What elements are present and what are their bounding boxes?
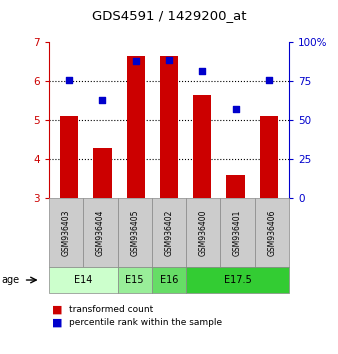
Bar (126, 56, 145, 198)
Text: E14: E14 (74, 275, 93, 285)
Text: E17.5: E17.5 (224, 275, 251, 285)
Text: GSM936404: GSM936404 (96, 210, 105, 256)
Text: GSM936406: GSM936406 (267, 210, 276, 256)
Bar (93, 148, 112, 198)
Bar (226, 175, 245, 198)
Text: GDS4591 / 1429200_at: GDS4591 / 1429200_at (92, 9, 246, 22)
Point (166, 57, 172, 62)
Text: GSM936402: GSM936402 (165, 210, 173, 256)
Bar (60, 116, 78, 198)
Text: GSM936400: GSM936400 (199, 210, 208, 256)
Point (200, 68, 205, 73)
Bar (193, 95, 212, 198)
Point (66, 77, 72, 83)
Text: percentile rank within the sample: percentile rank within the sample (69, 318, 222, 327)
Bar (260, 116, 278, 198)
Point (233, 107, 238, 112)
Text: E16: E16 (160, 275, 178, 285)
Point (266, 77, 272, 83)
Text: ■: ■ (52, 305, 63, 315)
Text: age: age (2, 275, 20, 285)
Text: GSM936401: GSM936401 (233, 210, 242, 256)
Text: GSM936403: GSM936403 (62, 210, 71, 256)
Text: transformed count: transformed count (69, 305, 153, 314)
Text: ■: ■ (52, 318, 63, 328)
Text: GSM936405: GSM936405 (130, 210, 139, 256)
Point (133, 58, 138, 64)
Text: E15: E15 (125, 275, 144, 285)
Point (100, 97, 105, 103)
Bar (160, 56, 178, 198)
